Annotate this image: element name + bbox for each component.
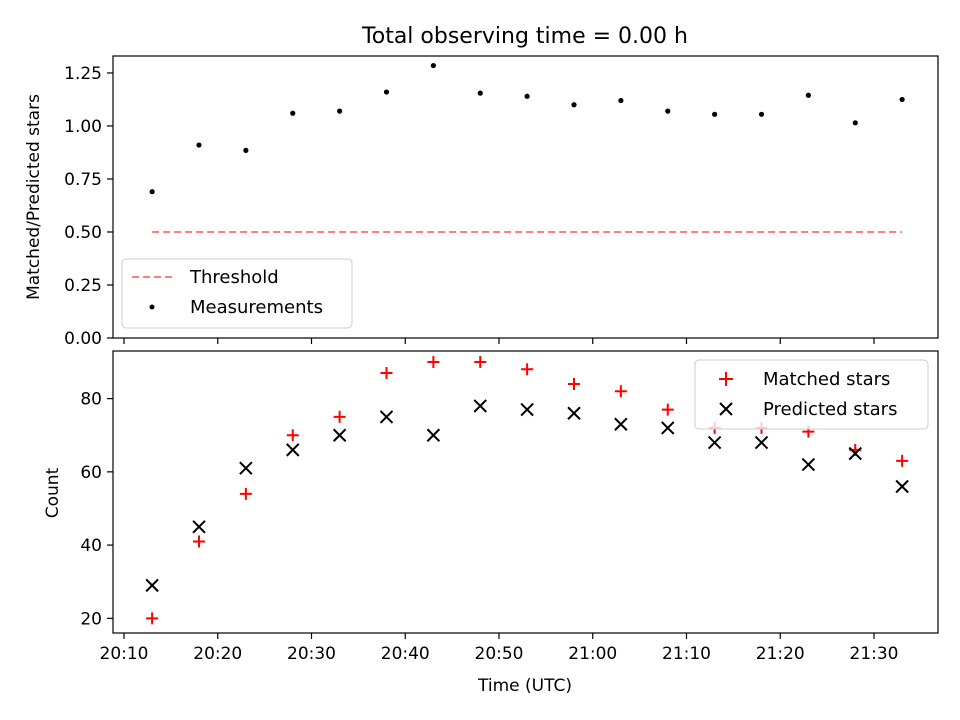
predicted-star-point — [848, 446, 862, 461]
top-legend-box — [121, 258, 353, 329]
x-tick-label: 20:30 — [287, 644, 336, 664]
y-tick-label: 60 — [80, 463, 102, 483]
bottom-legend: Matched stars Predicted stars — [694, 359, 929, 430]
top-y-axis-label: Matched/Predicted stars — [24, 94, 44, 300]
matched-star-point — [427, 355, 440, 368]
bottom-x-axis: 20:10 20:20 20:30 20:40 20:50 21:00 21:10 21:20… — [100, 633, 899, 664]
y-tick-label: 20 — [80, 609, 102, 629]
x-tick-label: 20:50 — [475, 644, 524, 664]
y-tick-label: 0.75 — [64, 170, 102, 190]
legend-matched-label: Matched stars — [763, 369, 890, 390]
measurement-point — [852, 120, 858, 126]
x-tick-label: 20:20 — [193, 644, 242, 664]
legend-matched-swatch — [719, 372, 733, 386]
legend-measurements-swatch — [149, 304, 155, 310]
measurement-point — [805, 92, 811, 98]
bottom-y-axis-label: Count — [43, 467, 63, 518]
chart-title: Total observing time = 0.00 h — [361, 24, 688, 49]
top-panel-frame — [112, 55, 939, 339]
y-tick-label: 0.25 — [64, 276, 102, 296]
measurement-point — [758, 111, 765, 117]
legend-measurements-label: Measurements — [190, 297, 323, 318]
matched-star-point — [146, 612, 159, 625]
predicted-star-point — [754, 435, 769, 450]
x-tick-label: 21:20 — [756, 644, 805, 664]
bottom-legend-box — [694, 359, 929, 430]
measurement-point — [712, 111, 718, 117]
measurement-point — [571, 102, 577, 108]
predicted-star-point — [239, 461, 253, 475]
predicted-star-point — [426, 428, 441, 442]
legend-predicted-swatch — [719, 402, 733, 416]
x-tick-label: 20:10 — [100, 644, 149, 664]
legend-predicted-label: Predicted stars — [763, 399, 897, 420]
matched-star-point — [661, 403, 674, 416]
measurement-point — [196, 142, 202, 148]
predicted-star-point — [145, 578, 159, 593]
bottom-y-axis: 20 40 60 80 — [80, 390, 113, 629]
measurement-point — [290, 110, 296, 116]
x-tick-label: 20:40 — [381, 644, 430, 664]
matched-star-point — [193, 535, 205, 548]
bottom-panel-frame — [112, 350, 939, 634]
predicted-star-point — [332, 428, 347, 442]
matched-star-point — [896, 454, 909, 467]
y-tick-label: 0.00 — [64, 329, 102, 349]
top-y-axis: 0.00 0.25 0.50 0.75 1.00 1.25 — [64, 64, 113, 349]
matched-star-point — [614, 385, 627, 398]
legend-threshold-label: Threshold — [189, 267, 279, 288]
measurement-point — [477, 90, 483, 96]
measurement-point — [665, 108, 671, 114]
top-legend: Threshold Measurements — [121, 258, 353, 329]
top-x-axis — [123, 338, 875, 344]
top-panel: 0.00 0.25 0.50 0.75 1.00 1.25 Matched/Predict… — [24, 55, 939, 349]
predicted-star-point — [614, 417, 628, 431]
matched-star-point — [568, 377, 580, 390]
measurement-point — [149, 189, 155, 195]
predicted-star-point — [895, 479, 909, 494]
measurement-point — [524, 93, 530, 99]
y-tick-label: 0.50 — [64, 223, 102, 243]
x-tick-label: 21:00 — [568, 644, 617, 664]
predicted-star-point — [567, 406, 581, 420]
y-tick-label: 40 — [80, 536, 102, 556]
measurement-point — [618, 97, 624, 104]
x-tick-label: 21:30 — [850, 644, 899, 664]
predicted-star-point — [192, 520, 206, 534]
top-plot-area — [149, 62, 905, 233]
predicted-star-point — [379, 410, 394, 424]
y-tick-label: 80 — [80, 390, 102, 410]
y-tick-label: 1.00 — [64, 117, 102, 137]
predicted-star-point — [661, 421, 675, 435]
matched-star-point — [521, 363, 534, 376]
predicted-star-point — [707, 435, 722, 450]
measurement-point — [430, 62, 436, 69]
predicted-star-point — [473, 399, 487, 413]
matched-star-point — [286, 429, 299, 442]
bottom-x-axis-label: Time (UTC) — [477, 676, 572, 696]
matched-star-point — [333, 410, 346, 423]
matched-star-point — [474, 355, 487, 368]
x-tick-label: 21:10 — [662, 644, 711, 664]
measurement-point — [383, 89, 390, 95]
y-tick-label: 1.25 — [64, 64, 102, 84]
predicted-star-point — [286, 443, 300, 457]
measurement-point — [243, 147, 249, 153]
predicted-star-point — [801, 457, 816, 472]
measurement-point — [337, 108, 343, 114]
predicted-star-point — [520, 402, 534, 417]
matched-star-point — [380, 366, 393, 379]
measurement-point — [899, 96, 905, 103]
matched-star-point — [239, 487, 252, 500]
